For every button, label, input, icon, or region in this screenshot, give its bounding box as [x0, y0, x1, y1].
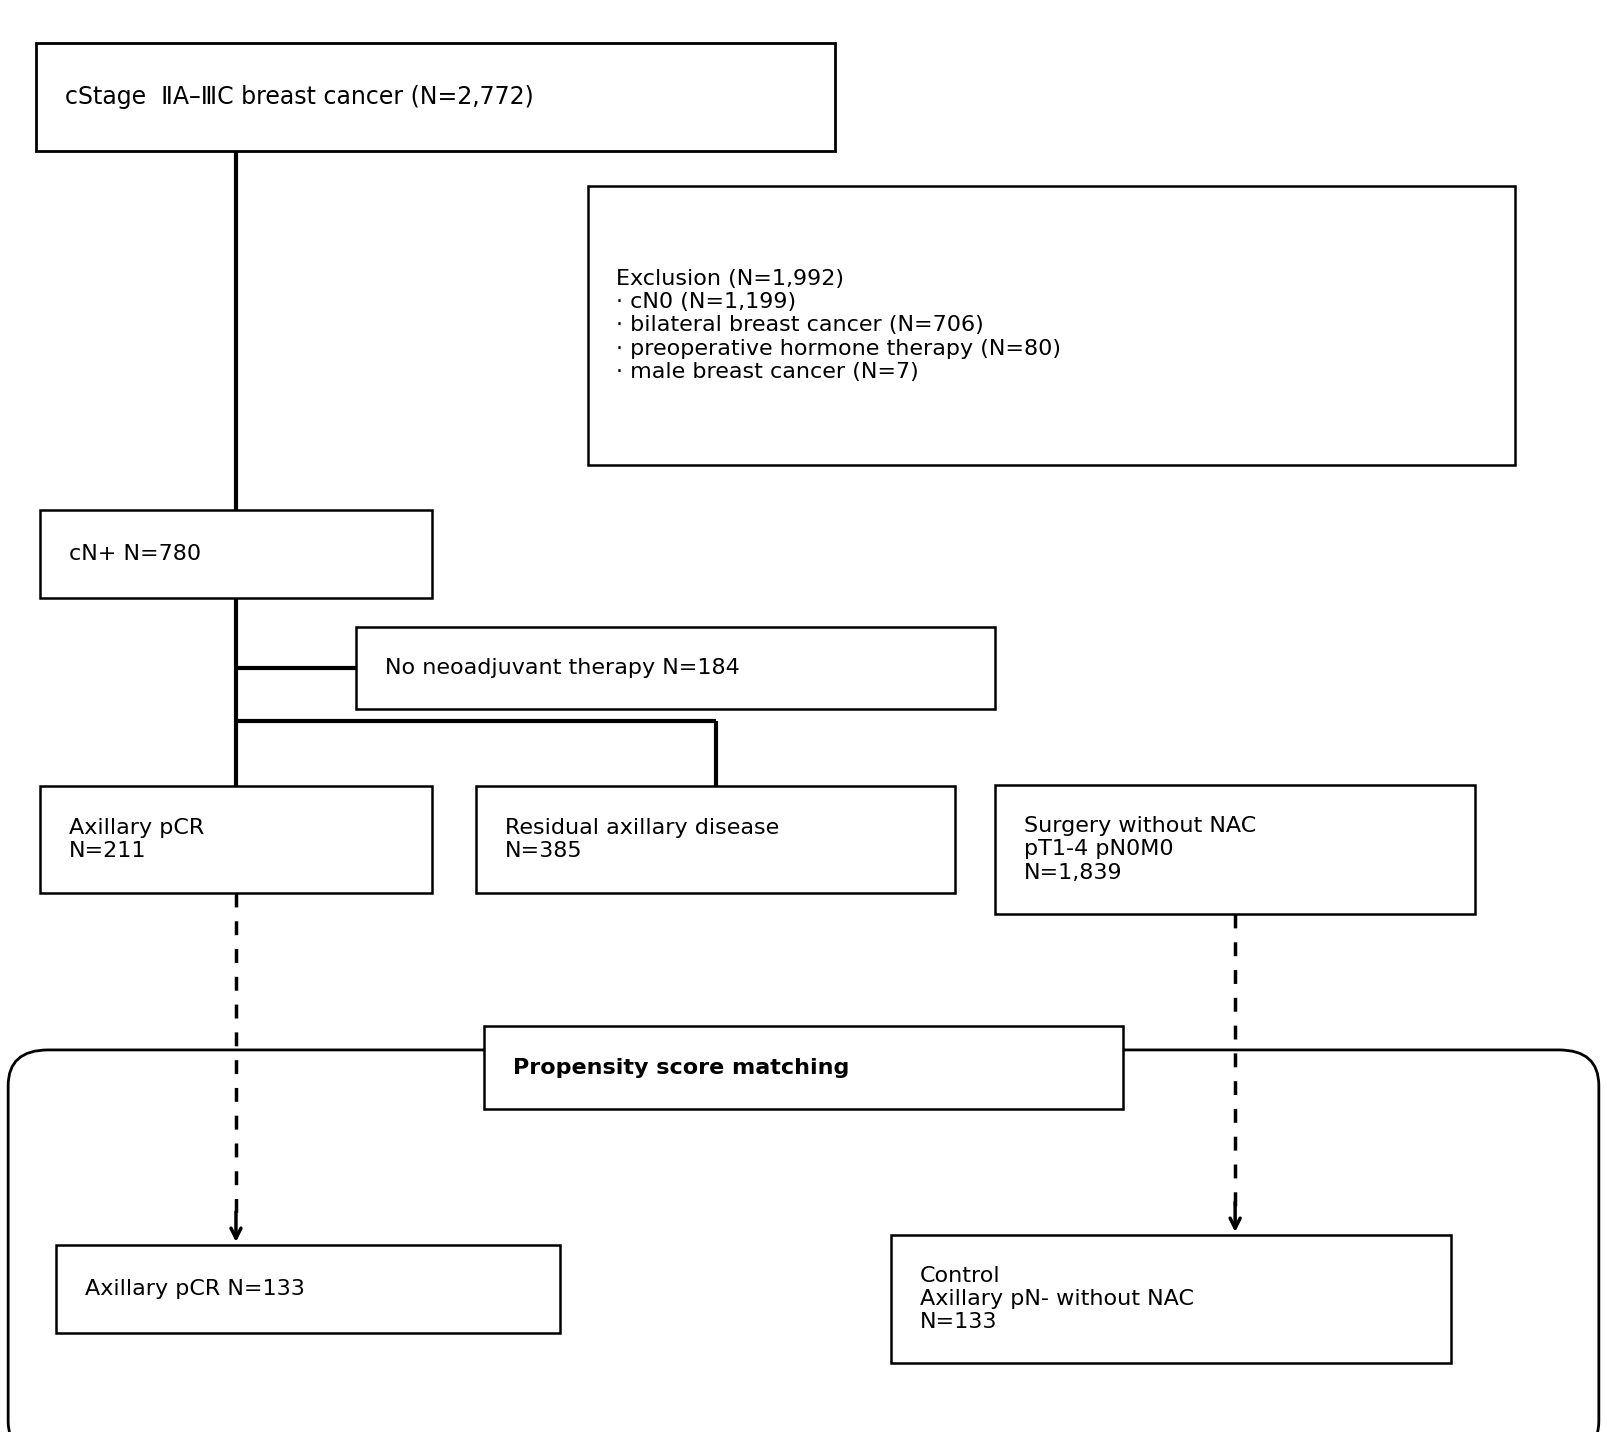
Text: Exclusion (N=1,992)
· cN0 (N=1,199)
· bilateral breast cancer (N=706)
· preopera: Exclusion (N=1,992) · cN0 (N=1,199) · bi… [617, 269, 1062, 382]
FancyBboxPatch shape [40, 785, 432, 893]
FancyBboxPatch shape [35, 43, 836, 151]
FancyBboxPatch shape [8, 1050, 1599, 1436]
Text: Control
Axillary pN- without NAC
N=133: Control Axillary pN- without NAC N=133 [921, 1267, 1194, 1333]
FancyBboxPatch shape [588, 187, 1515, 465]
Text: Axillary pCR N=133: Axillary pCR N=133 [85, 1279, 305, 1300]
FancyBboxPatch shape [484, 1027, 1123, 1109]
Text: cN+ N=780: cN+ N=780 [69, 544, 201, 564]
Text: Residual axillary disease
N=385: Residual axillary disease N=385 [505, 817, 779, 862]
FancyBboxPatch shape [476, 785, 956, 893]
FancyBboxPatch shape [56, 1245, 559, 1333]
Text: Surgery without NAC
pT1-4 pN0M0
N=1,839: Surgery without NAC pT1-4 pN0M0 N=1,839 [1024, 816, 1257, 883]
Text: cStage  ⅡA–ⅢC breast cancer (N=2,772): cStage ⅡA–ⅢC breast cancer (N=2,772) [64, 85, 534, 109]
Text: Axillary pCR
N=211: Axillary pCR N=211 [69, 817, 204, 862]
Text: No neoadjuvant therapy N=184: No neoadjuvant therapy N=184 [384, 658, 739, 678]
Text: Propensity score matching: Propensity score matching [513, 1058, 848, 1078]
FancyBboxPatch shape [40, 510, 432, 597]
FancyBboxPatch shape [355, 626, 995, 709]
FancyBboxPatch shape [995, 785, 1475, 913]
FancyBboxPatch shape [892, 1235, 1451, 1363]
